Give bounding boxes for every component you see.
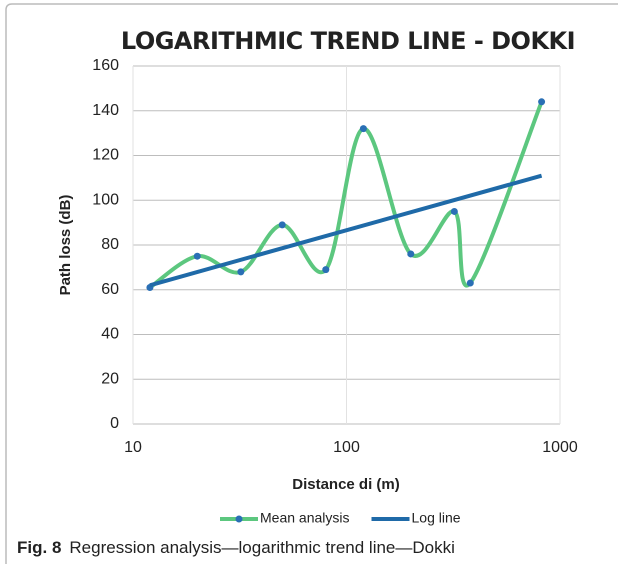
y-tick-label: 20 xyxy=(101,370,119,387)
y-axis-label: Path loss (dB) xyxy=(57,195,74,296)
plot: 0 20 40 60 80 100 120 140 160 10 100 1000 Mean analy… xyxy=(92,57,578,525)
caption-label: Fig. 8 xyxy=(17,538,61,557)
data-point xyxy=(322,266,330,274)
data-point xyxy=(237,268,245,276)
y-tick-label: 80 xyxy=(101,236,119,253)
data-point xyxy=(466,279,474,287)
y-tick-label: 100 xyxy=(92,191,119,208)
legend-marker xyxy=(235,515,243,523)
y-tick-label: 60 xyxy=(101,281,119,298)
chart-title: LOGARITHMIC TREND LINE - DOKKI xyxy=(121,27,575,55)
data-point xyxy=(359,125,367,133)
data-point xyxy=(278,221,286,229)
x-axis-label: Distance di (m) xyxy=(292,476,400,493)
series-line xyxy=(148,101,544,290)
legend-label: Mean analysis xyxy=(260,510,350,526)
y-tick-label: 40 xyxy=(101,326,119,343)
x-tick-label: 1000 xyxy=(542,439,578,456)
y-tick-label: 0 xyxy=(110,415,119,432)
data-point xyxy=(450,207,458,215)
y-tick-label: 120 xyxy=(92,147,119,164)
caption: Fig. 8 Regression analysis—logarithmic tr… xyxy=(17,538,455,557)
y-tick-label: 160 xyxy=(92,57,119,74)
legend-item: Log line xyxy=(371,510,461,526)
data-point xyxy=(407,250,415,258)
y-tick-label: 140 xyxy=(92,102,119,119)
legend-item: Mean analysis xyxy=(220,510,350,526)
frame xyxy=(5,3,618,564)
legend-label: Log line xyxy=(412,510,461,526)
x-tick-label: 100 xyxy=(333,439,360,456)
caption-text: Regression analysis—logarithmic trend li… xyxy=(69,538,455,557)
x-tick-label: 10 xyxy=(124,439,142,456)
data-point xyxy=(538,98,546,106)
series-line xyxy=(149,173,543,288)
data-point xyxy=(193,252,201,260)
